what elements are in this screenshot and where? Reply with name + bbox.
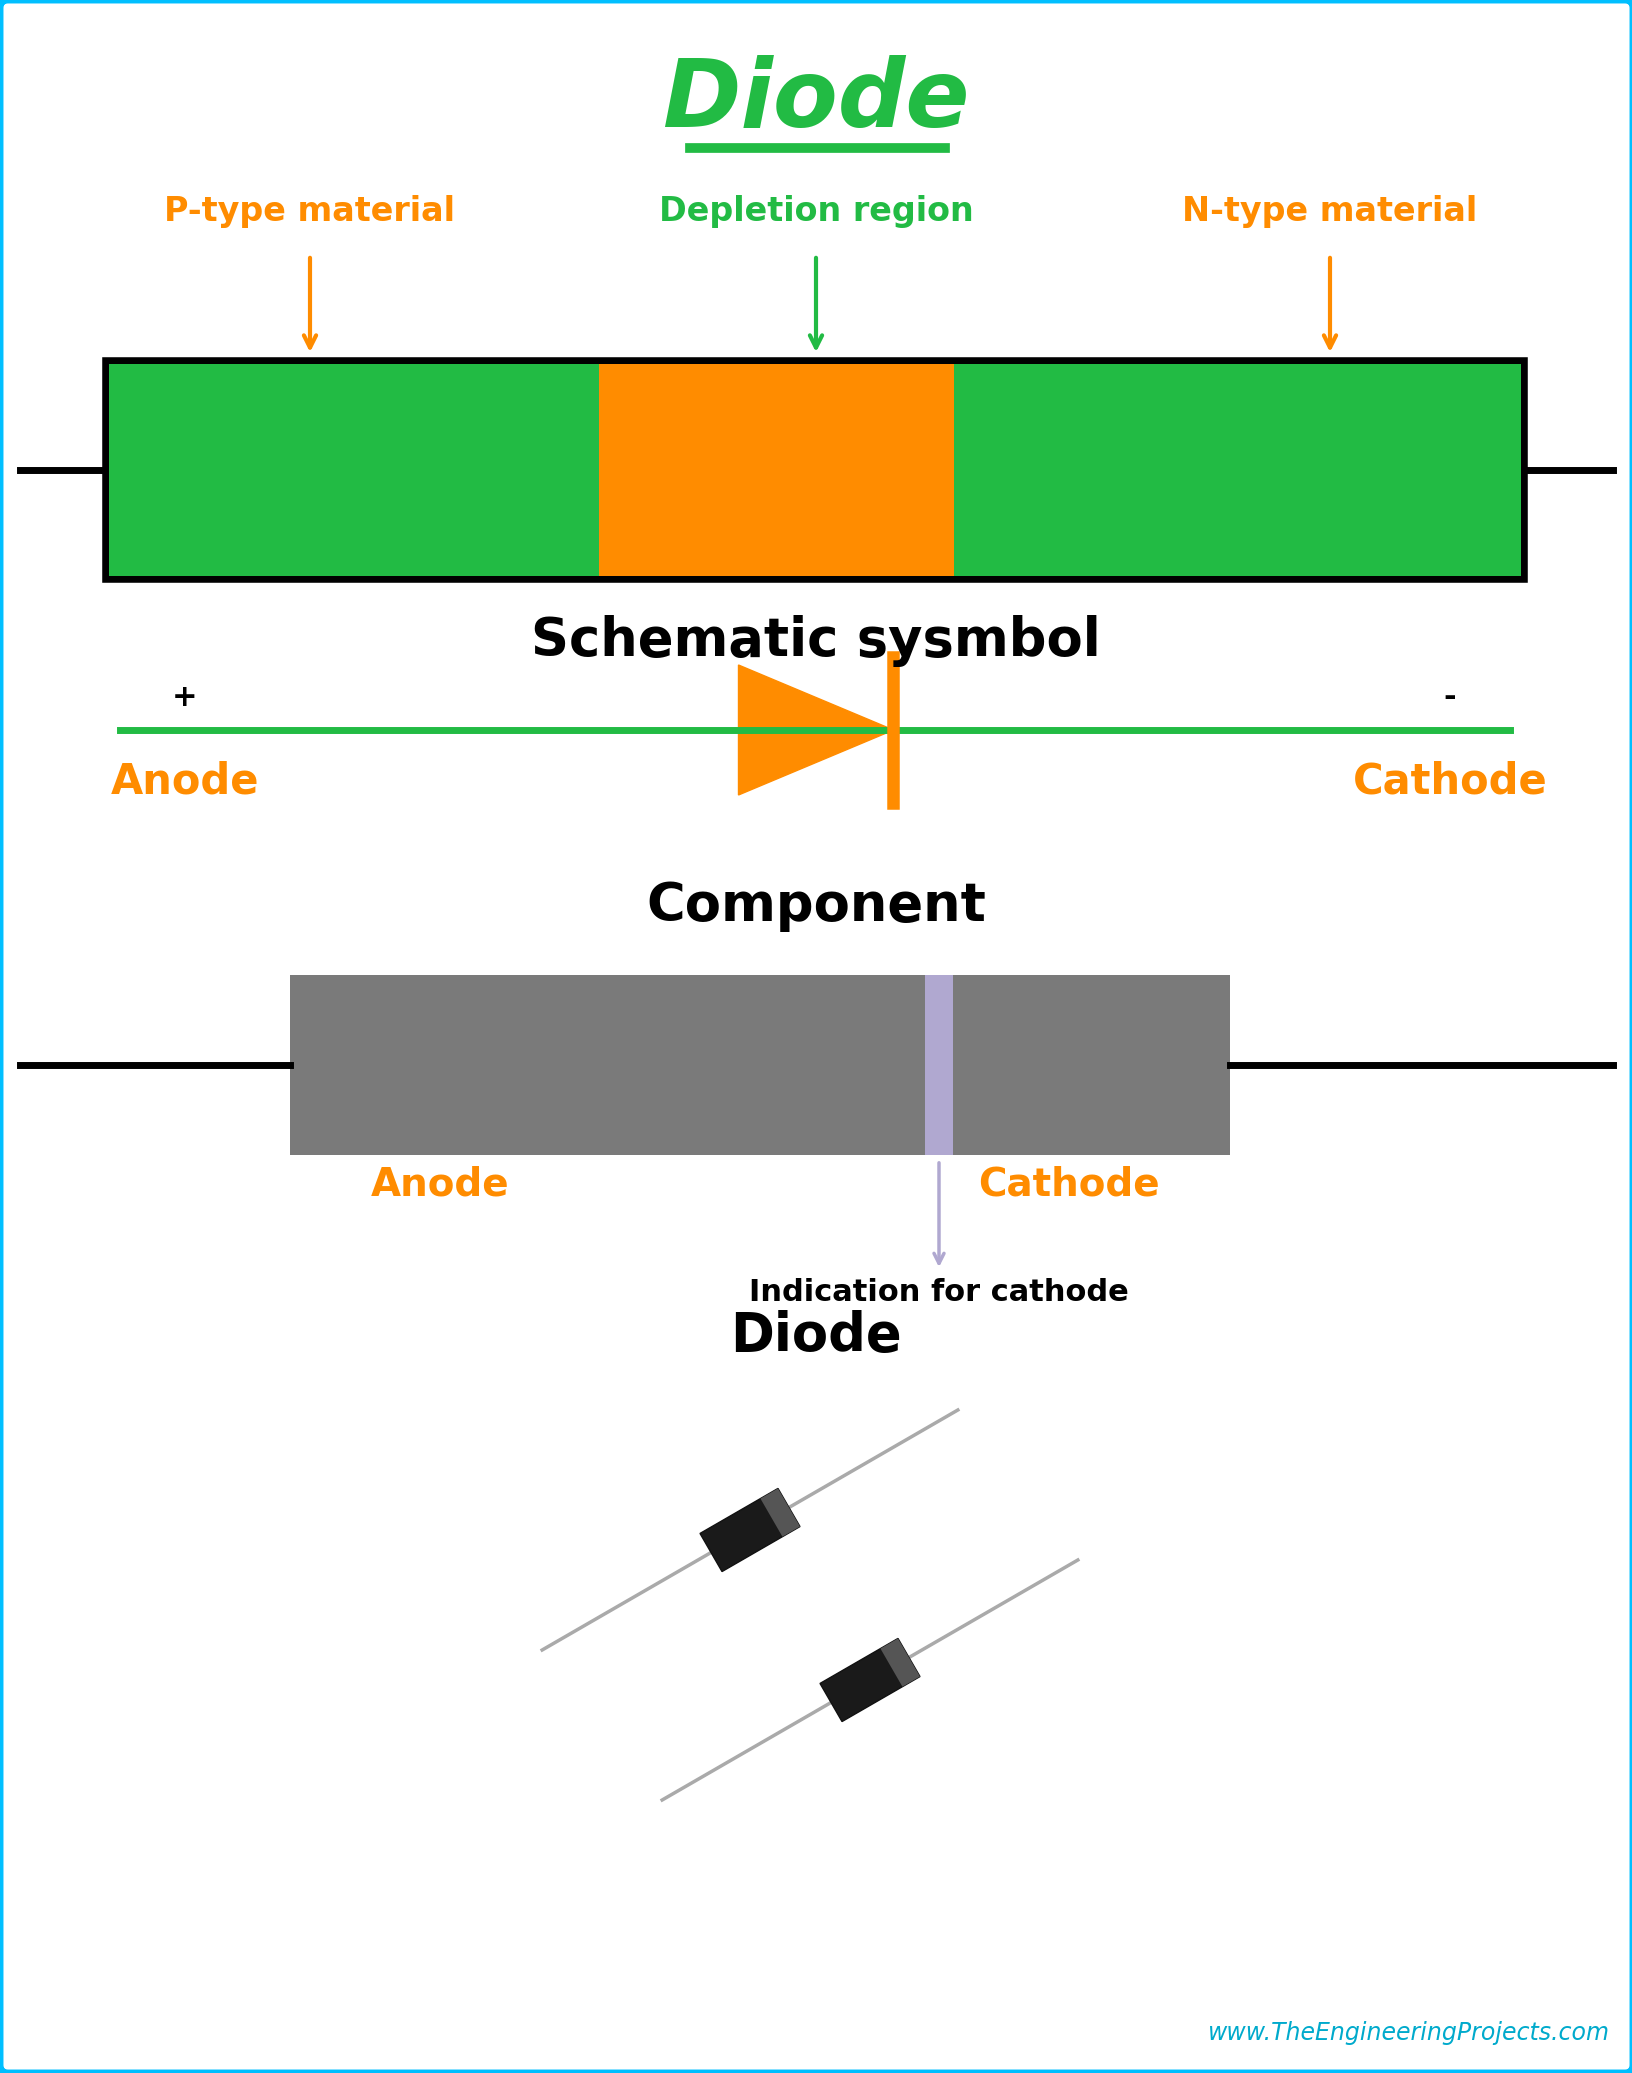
Bar [599, 365, 953, 576]
Text: www.TheEngineeringProjects.com: www.TheEngineeringProjects.com [1208, 2021, 1609, 2044]
Text: Diode: Diode [730, 1310, 901, 1362]
Text: -: - [1443, 682, 1456, 711]
Text: N-type material: N-type material [1182, 195, 1477, 228]
Bar [953, 365, 1519, 576]
Text: Component: Component [646, 881, 986, 933]
Polygon shape [819, 1638, 919, 1721]
Text: P-type material: P-type material [165, 195, 455, 228]
Text: +: + [171, 682, 197, 711]
Polygon shape [700, 1488, 800, 1571]
Text: Depletion region: Depletion region [658, 195, 973, 228]
Bar [104, 361, 1524, 580]
Bar [290, 974, 1229, 1155]
Text: Anode: Anode [111, 761, 259, 802]
Text: Indication for cathode: Indication for cathode [749, 1277, 1128, 1306]
Text: Diode: Diode [663, 56, 969, 147]
Text: Cathode: Cathode [978, 1165, 1159, 1202]
Polygon shape [738, 665, 893, 796]
Text: Anode: Anode [370, 1165, 509, 1202]
Polygon shape [880, 1638, 919, 1687]
Text: Schematic sysmbol: Schematic sysmbol [530, 616, 1100, 668]
Bar [109, 365, 599, 576]
Text: Cathode: Cathode [1351, 761, 1547, 802]
Bar [924, 974, 953, 1155]
Polygon shape [761, 1488, 800, 1536]
